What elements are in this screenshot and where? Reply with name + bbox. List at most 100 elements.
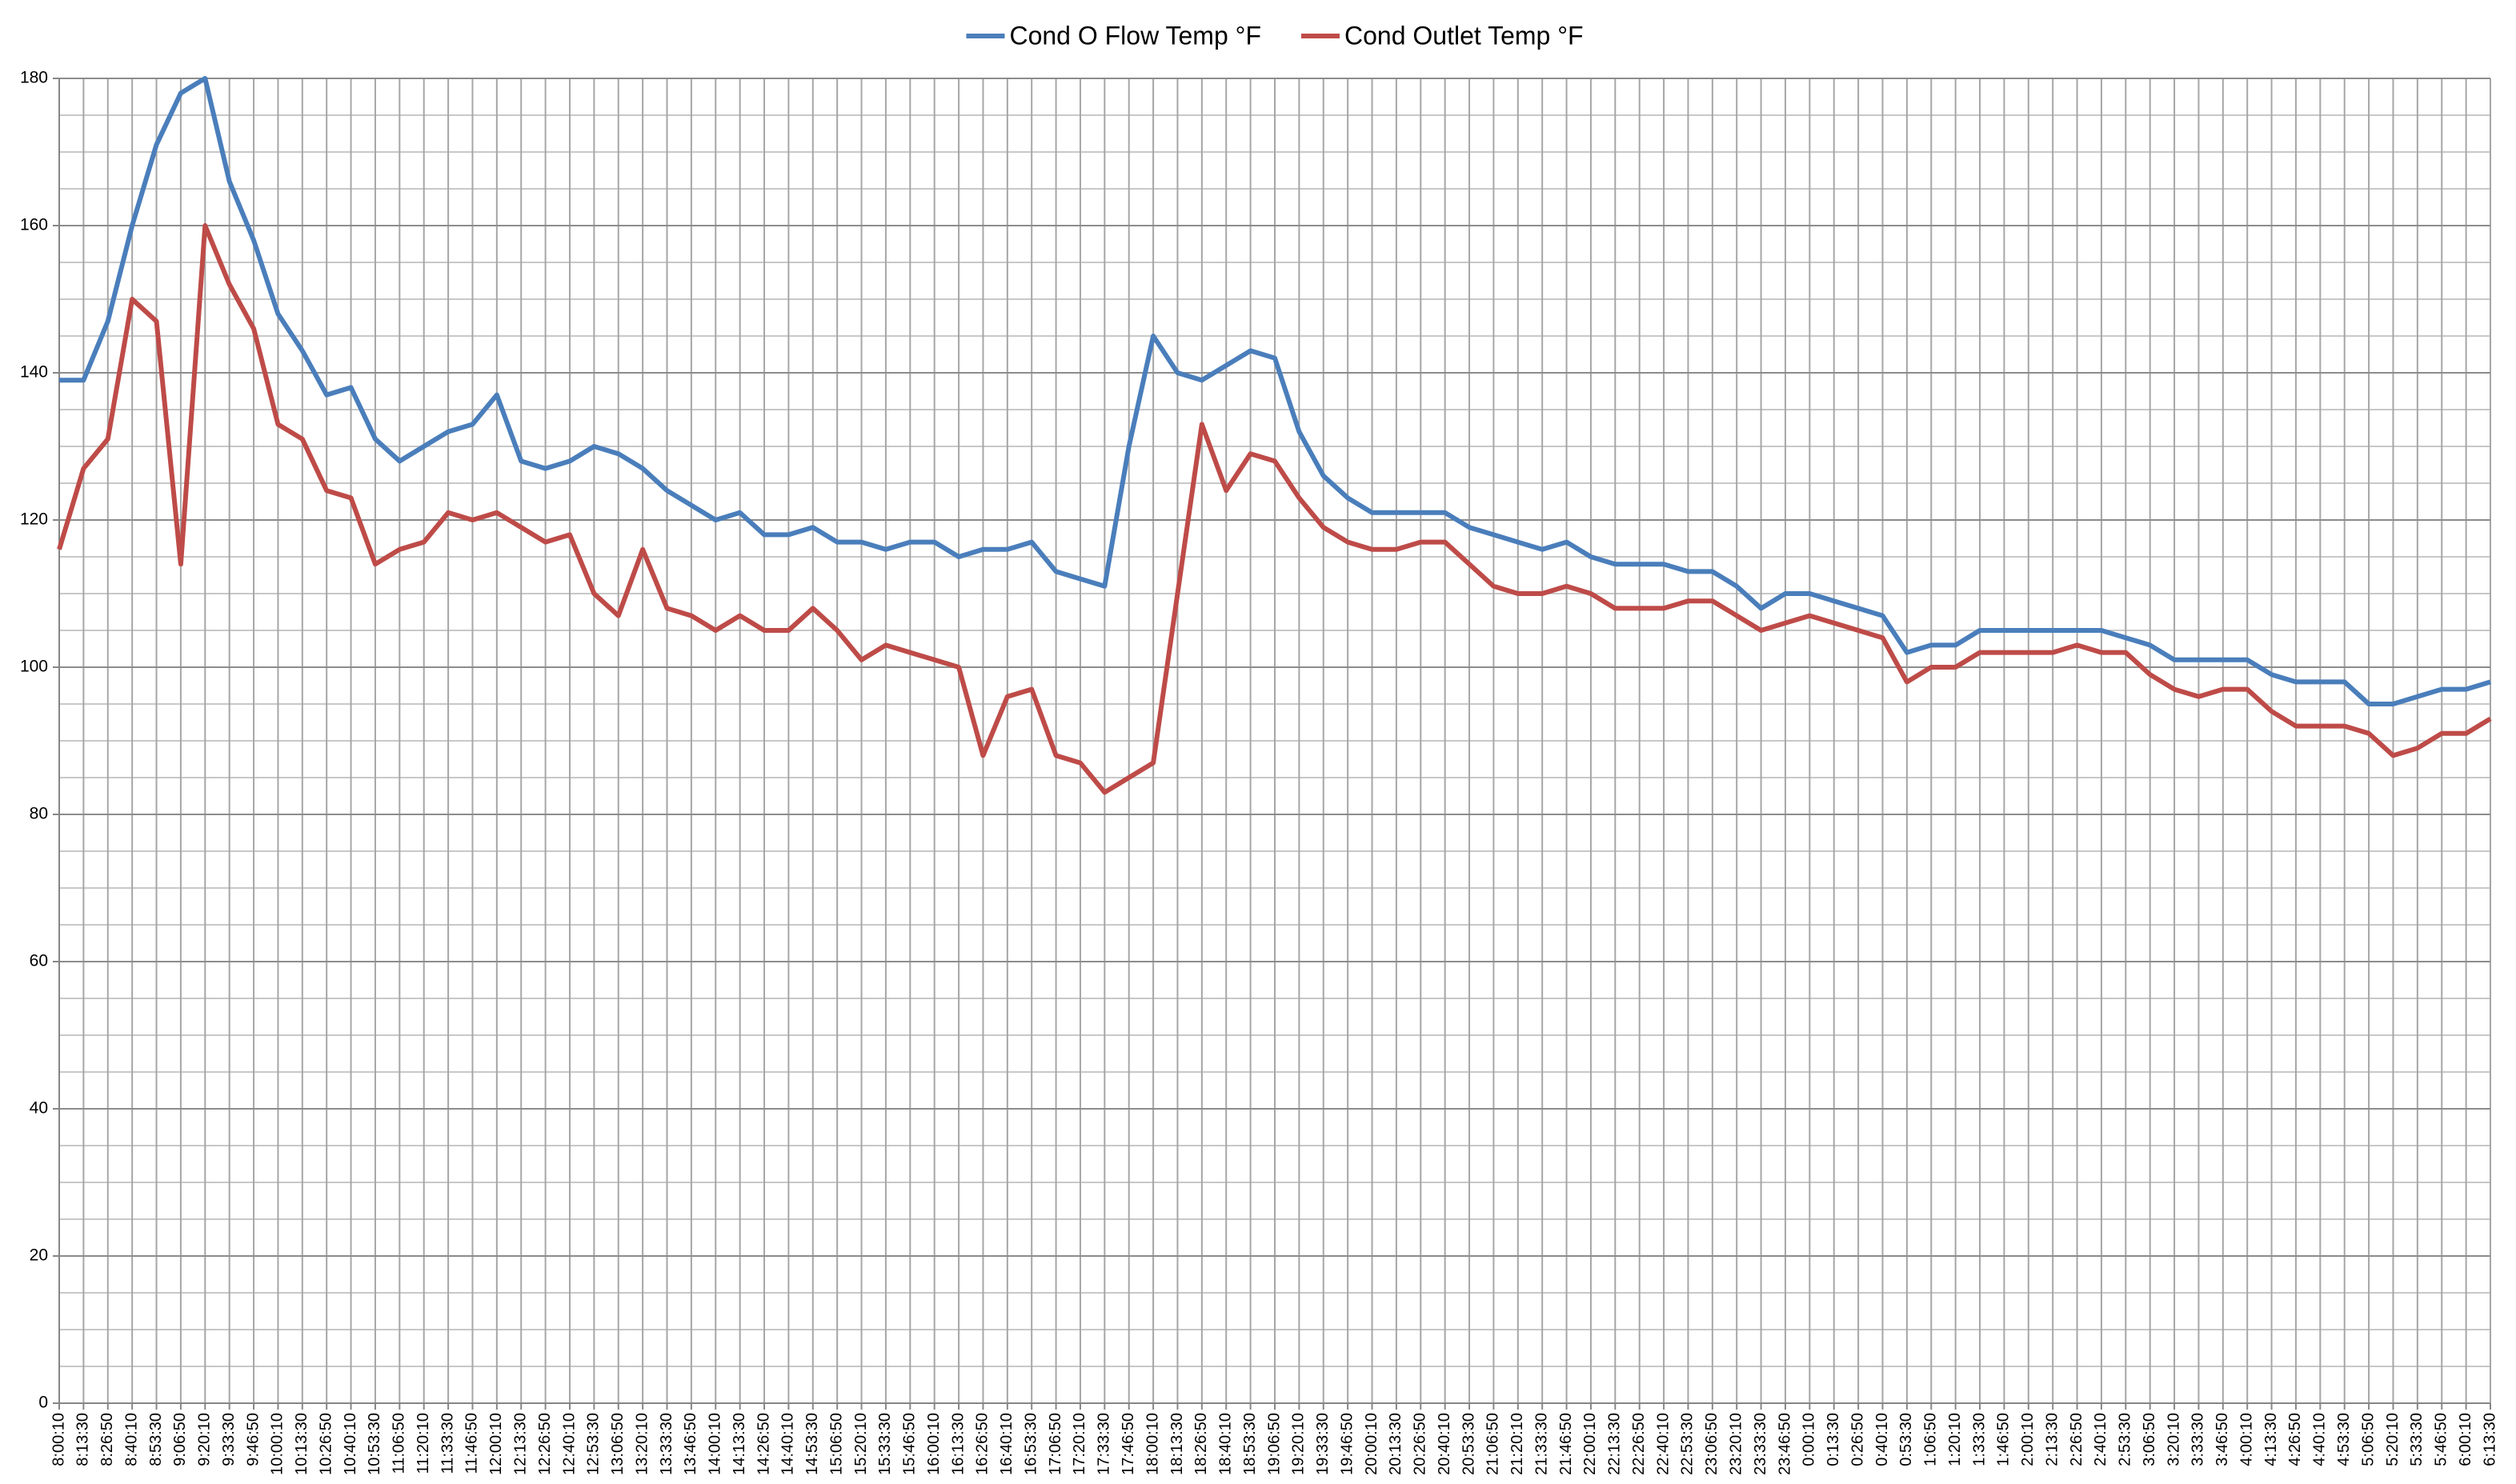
y-tick-label: 20 — [30, 1246, 48, 1265]
x-tick-label: 15:20:10 — [852, 1413, 870, 1475]
x-tick-label: 11:06:50 — [391, 1413, 408, 1474]
x-tick-label: 14:40:10 — [779, 1413, 797, 1475]
x-tick-label: 21:33:30 — [1532, 1413, 1550, 1475]
x-tick-label: 0:40:10 — [1873, 1413, 1891, 1466]
x-tick-label: 1:46:50 — [1995, 1413, 2013, 1466]
x-tick-label: 18:40:10 — [1217, 1413, 1235, 1475]
y-tick-label: 160 — [20, 216, 48, 234]
x-tick-label: 20:26:50 — [1412, 1413, 1429, 1475]
x-tick-label: 0:00:10 — [1801, 1413, 1818, 1466]
x-tick-label: 18:00:10 — [1144, 1413, 1161, 1475]
x-tick-label: 3:46:50 — [2214, 1413, 2231, 1466]
x-tick-label: 10:40:10 — [342, 1413, 359, 1475]
x-tick-label: 13:20:10 — [633, 1413, 651, 1475]
x-tick-label: 2:40:10 — [2092, 1413, 2109, 1466]
x-tick-label: 21:06:50 — [1484, 1413, 1502, 1475]
x-tick-label: 22:40:10 — [1654, 1413, 1672, 1475]
x-tick-label: 17:33:30 — [1096, 1413, 1113, 1475]
y-tick-label: 180 — [20, 69, 48, 87]
x-tick-label: 4:13:30 — [2262, 1413, 2280, 1466]
x-tick-label: 13:33:30 — [658, 1413, 675, 1475]
x-tick-label: 15:06:50 — [827, 1413, 845, 1475]
x-tick-label: 2:13:30 — [2043, 1413, 2061, 1466]
x-tick-label: 12:53:30 — [585, 1413, 603, 1475]
x-tick-label: 0:53:30 — [1897, 1413, 1915, 1466]
legend-label: Cond Outlet Temp °F — [1344, 21, 1584, 50]
x-tick-label: 22:00:10 — [1581, 1413, 1599, 1475]
x-tick-label: 11:46:50 — [463, 1413, 481, 1474]
y-tick-label: 80 — [30, 805, 48, 823]
x-tick-label: 9:46:50 — [244, 1413, 262, 1466]
x-tick-label: 8:26:50 — [98, 1413, 116, 1466]
x-tick-label: 1:20:10 — [1946, 1413, 1964, 1466]
x-tick-label: 16:26:50 — [974, 1413, 992, 1475]
x-tick-label: 14:26:50 — [755, 1413, 772, 1475]
x-tick-label: 20:00:10 — [1363, 1413, 1380, 1475]
x-tick-label: 12:40:10 — [560, 1413, 578, 1475]
x-tick-label: 8:00:10 — [50, 1413, 67, 1466]
x-tick-label: 16:40:10 — [998, 1413, 1016, 1475]
x-tick-label: 21:46:50 — [1557, 1413, 1575, 1475]
x-tick-label: 5:06:50 — [2359, 1413, 2377, 1466]
x-tick-label: 9:20:10 — [196, 1413, 214, 1466]
x-tick-label: 5:46:50 — [2433, 1413, 2450, 1466]
x-tick-label: 18:26:50 — [1192, 1413, 1210, 1475]
y-tick-label: 60 — [30, 952, 48, 970]
x-tick-label: 12:00:10 — [487, 1413, 505, 1475]
x-tick-label: 22:13:30 — [1606, 1413, 1624, 1475]
x-tick-label: 14:53:30 — [803, 1413, 821, 1475]
x-tick-label: 0:26:50 — [1849, 1413, 1866, 1466]
x-tick-label: 23:46:50 — [1776, 1413, 1793, 1475]
x-tick-label: 15:33:30 — [876, 1413, 894, 1475]
x-tick-label: 5:20:10 — [2384, 1413, 2402, 1466]
x-tick-label: 16:53:30 — [1022, 1413, 1040, 1475]
x-tick-label: 23:20:10 — [1728, 1413, 1745, 1475]
x-tick-label: 17:20:10 — [1071, 1413, 1088, 1475]
x-tick-label: 21:20:10 — [1508, 1413, 1526, 1475]
x-tick-label: 9:06:50 — [171, 1413, 189, 1466]
x-tick-label: 2:00:10 — [2019, 1413, 2037, 1466]
x-tick-label: 4:00:10 — [2238, 1413, 2255, 1466]
y-tick-label: 140 — [20, 363, 48, 382]
x-tick-label: 8:13:30 — [74, 1413, 92, 1466]
x-tick-label: 9:33:30 — [220, 1413, 238, 1466]
x-tick-label: 19:06:50 — [1265, 1413, 1283, 1475]
x-tick-label: 11:33:30 — [439, 1413, 456, 1474]
x-tick-label: 14:13:30 — [731, 1413, 748, 1475]
x-tick-label: 19:20:10 — [1290, 1413, 1308, 1475]
x-tick-label: 20:40:10 — [1436, 1413, 1453, 1475]
x-tick-label: 16:00:10 — [925, 1413, 943, 1475]
x-tick-label: 18:53:30 — [1241, 1413, 1259, 1475]
x-tick-label: 10:00:10 — [269, 1413, 286, 1475]
x-tick-label: 1:33:30 — [1970, 1413, 1988, 1466]
legend: Cond O Flow Temp °F Cond Outlet Temp °F — [966, 21, 1584, 50]
data-line — [57, 223, 2492, 795]
x-tick-label: 10:13:30 — [293, 1413, 310, 1475]
legend-label: Cond O Flow Temp °F — [1009, 21, 1261, 50]
x-tick-label: 18:13:30 — [1168, 1413, 1186, 1475]
x-tick-label: 2:26:50 — [2068, 1413, 2085, 1466]
x-tick-label: 10:26:50 — [317, 1413, 335, 1475]
x-tick-label: 13:06:50 — [609, 1413, 627, 1475]
data-line — [59, 76, 2491, 706]
x-tick-label: 3:20:10 — [2165, 1413, 2182, 1466]
x-tick-label: 17:46:50 — [1120, 1413, 1137, 1475]
x-tick-label: 10:53:30 — [366, 1413, 383, 1475]
x-tick-label: 1:06:50 — [1922, 1413, 1940, 1466]
x-tick-label: 4:40:10 — [2311, 1413, 2329, 1466]
x-tick-label: 6:00:10 — [2457, 1413, 2474, 1466]
x-tick-label: 8:53:30 — [147, 1413, 165, 1466]
x-tick-label: 3:33:30 — [2189, 1413, 2207, 1466]
x-tick-label: 23:06:50 — [1703, 1413, 1721, 1475]
x-tick-label: 6:13:30 — [2481, 1413, 2498, 1466]
x-tick-label: 22:53:30 — [1679, 1413, 1697, 1475]
x-tick-label: 14:00:10 — [707, 1413, 724, 1475]
x-tick-label: 23:33:30 — [1752, 1413, 1769, 1475]
x-tick-label: 4:53:30 — [2335, 1413, 2353, 1466]
x-tick-label: 22:26:50 — [1630, 1413, 1648, 1475]
x-tick-label: 11:20:10 — [415, 1413, 432, 1474]
x-tick-label: 12:13:30 — [512, 1413, 530, 1475]
y-tick-label: 40 — [30, 1099, 48, 1118]
x-tick-label: 12:26:50 — [536, 1413, 554, 1475]
